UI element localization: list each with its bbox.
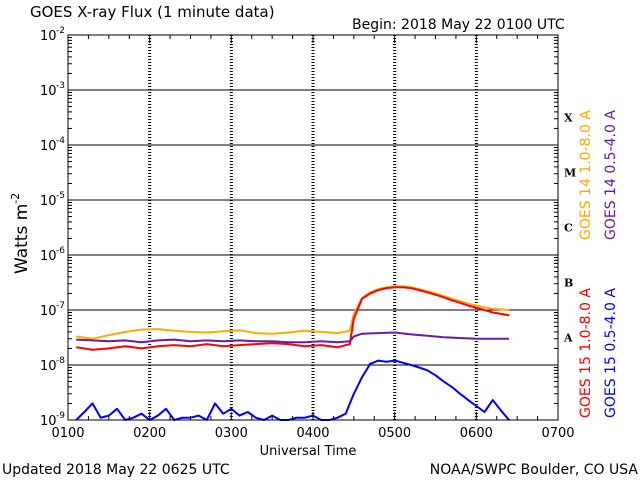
y-tick-label-power: -6 (56, 246, 65, 256)
y-tick-label-base: 10 (40, 359, 57, 374)
gridlines (68, 34, 558, 421)
x-tick-label: 0200 (133, 426, 166, 441)
series-line (76, 331, 509, 344)
flare-class-label: B (564, 277, 573, 290)
legend-column: GOES 14 0.5-4.0 A GOES 15 0.5-4.0 A (603, 110, 619, 418)
flare-class-label: X (564, 112, 573, 125)
y-tick-label-power: -5 (56, 191, 65, 201)
updated-label: Updated 2018 May 22 0625 UTC (2, 462, 230, 478)
x-tick-label: 0300 (215, 426, 248, 441)
y-axis-label-exponent: -2 (9, 193, 22, 204)
x-tick-label: 0700 (541, 426, 574, 441)
y-tick-label: 10 -3 (40, 81, 65, 99)
series-lines (75, 285, 510, 421)
y-tick-label-power: -4 (56, 136, 65, 146)
y-tick-label-base: 10 (40, 414, 57, 429)
y-tick-label-power: -8 (56, 356, 65, 366)
y-tick-label-power: -2 (56, 26, 65, 36)
flare-class-labels: X M C B A (563, 112, 576, 345)
y-tick-label-base: 10 (40, 249, 57, 264)
series-line (76, 285, 510, 340)
legend-column: GOES 14 1.0-8.0 A GOES 15 1.0-8.0 A (578, 110, 594, 418)
chart-title: GOES X-ray Flux (1 minute data) (30, 3, 275, 21)
y-tick-label: 10 -2 (40, 26, 65, 44)
flare-class-label: C (564, 222, 573, 235)
y-tick-label-base: 10 (40, 139, 57, 154)
legend-entry: GOES 14 0.5-4.0 A (603, 110, 619, 240)
y-tick-label-base: 10 (40, 304, 57, 319)
flare-class-label: M (564, 167, 576, 180)
series-line (75, 359, 510, 421)
legend-entry: GOES 15 1.0-8.0 A (578, 288, 594, 418)
y-tick-label: 10 -9 (40, 411, 65, 429)
y-axis-label: Watts m-2 (9, 193, 32, 274)
y-tick-label: 10 -4 (40, 136, 65, 154)
flare-class-label: A (563, 332, 573, 345)
y-tick-label: 10 -7 (40, 301, 65, 319)
y-tick-label-base: 10 (40, 84, 57, 99)
x-tick-label: 0100 (51, 426, 84, 441)
svg-text:Watts m-2: Watts m-2 (9, 193, 32, 274)
x-tick-label: 0500 (378, 426, 411, 441)
legend-entry: GOES 15 0.5-4.0 A (603, 288, 619, 418)
begin-label: Begin: 2018 May 22 0100 UTC (352, 17, 565, 33)
y-tick-label: 10 -6 (40, 246, 65, 264)
series-line (76, 286, 510, 351)
x-axis-label: Universal Time (260, 444, 357, 459)
y-tick-label-power: -9 (56, 411, 65, 421)
x-tick-label: 0600 (460, 426, 493, 441)
x-tick-label: 0400 (296, 426, 329, 441)
y-axis-label-text: Watts m (12, 204, 32, 274)
y-tick-label: 10 -5 (40, 191, 65, 209)
legend-entry: GOES 14 1.0-8.0 A (578, 110, 594, 240)
y-tick-label-base: 10 (40, 194, 57, 209)
credit-label: NOAA/SWPC Boulder, CO USA (430, 462, 639, 478)
y-tick-label-power: -7 (56, 301, 65, 311)
y-tick-label-power: -3 (56, 81, 65, 91)
y-tick-label-base: 10 (40, 29, 57, 44)
y-tick-label: 10 -8 (40, 356, 65, 374)
